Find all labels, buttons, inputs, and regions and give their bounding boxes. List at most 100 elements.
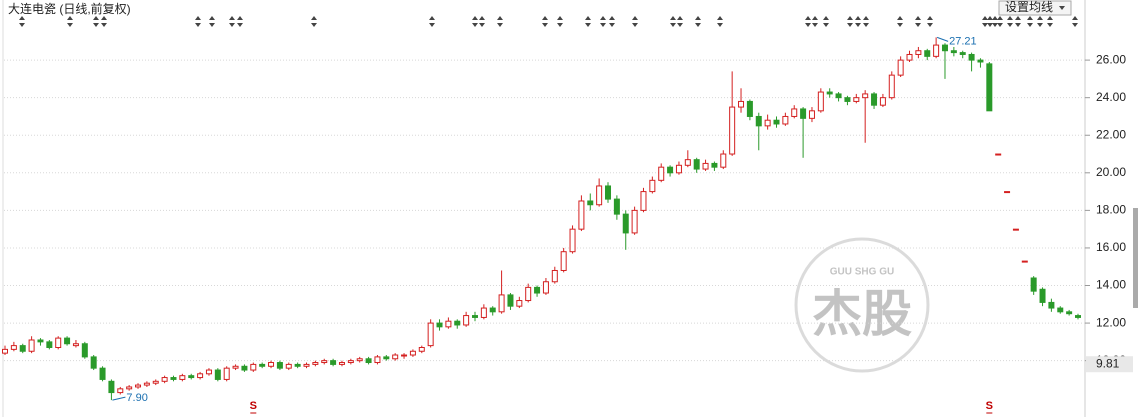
candle-body	[463, 315, 470, 326]
candle-body	[454, 320, 461, 326]
candle-body	[179, 375, 186, 380]
candle-body	[108, 380, 115, 394]
event-icon	[812, 16, 818, 27]
candle-body	[959, 52, 966, 55]
candle-body	[37, 339, 44, 343]
watermark-text: GUU SHG GU	[830, 267, 894, 278]
event-icon	[209, 16, 215, 27]
event-icon	[1037, 16, 1043, 27]
candle-body	[613, 198, 620, 215]
candle-body	[817, 91, 824, 112]
candle-body	[383, 356, 390, 360]
y-tick-label: 18.00	[1096, 203, 1126, 217]
candle-body	[1012, 228, 1019, 231]
low-label: 7.90	[126, 392, 147, 404]
event-icon	[1047, 16, 1053, 27]
candle-body	[587, 200, 594, 206]
candle-body	[188, 375, 195, 379]
candle-body	[800, 108, 807, 119]
candle-body	[773, 119, 780, 125]
event-icon	[557, 16, 563, 27]
candle-body	[90, 356, 97, 369]
scrollbar[interactable]	[1133, 208, 1138, 308]
candle-body	[693, 159, 700, 170]
candle-body	[746, 100, 753, 117]
candle-body	[28, 339, 35, 352]
button-frame[interactable]	[998, 0, 1072, 16]
candle-body	[702, 162, 709, 170]
candle-body	[1066, 311, 1073, 315]
candle-body	[622, 213, 629, 234]
candle-body	[933, 44, 940, 57]
candle-body	[897, 59, 904, 76]
candle-body	[471, 315, 478, 318]
signal-marker: S	[986, 400, 993, 412]
candle-body	[507, 294, 514, 307]
event-icon	[847, 16, 853, 27]
candle-body	[197, 373, 204, 379]
candle-body	[782, 115, 789, 125]
event-icon	[992, 16, 998, 27]
candle-body	[374, 356, 381, 364]
event-icon	[987, 16, 993, 27]
candle-body	[330, 360, 337, 365]
candle-body	[143, 382, 150, 386]
candle-body	[135, 384, 142, 388]
candle-body	[117, 388, 124, 394]
price-tag-box	[1086, 356, 1133, 373]
candle-body	[569, 228, 576, 253]
candle-body	[915, 50, 922, 55]
candle-body	[764, 119, 771, 127]
event-icon	[855, 16, 861, 27]
event-icon	[915, 16, 921, 27]
candle-body	[1057, 307, 1064, 313]
y-tick-label: 14.00	[1096, 278, 1126, 292]
candle-body	[365, 358, 372, 364]
candle-body	[826, 91, 833, 95]
candle-body	[498, 294, 505, 313]
candle-body	[436, 322, 443, 328]
candle-body	[10, 345, 17, 350]
candle-body	[791, 108, 798, 117]
high-label: 27.21	[949, 35, 977, 47]
candle-body	[534, 286, 541, 294]
event-icon	[229, 16, 235, 27]
candle-body	[418, 347, 425, 352]
candle-body	[1030, 277, 1037, 292]
candle-body	[844, 97, 851, 102]
candle-body	[1075, 315, 1081, 318]
event-icon	[717, 16, 723, 27]
event-icon	[1027, 16, 1033, 27]
candle-body	[1004, 191, 1011, 194]
candle-body	[1039, 288, 1046, 303]
event-icon	[479, 16, 485, 27]
event-icon	[19, 16, 25, 27]
candle-body	[126, 386, 133, 390]
event-icon	[600, 16, 606, 27]
ma-button[interactable]: 设置均线	[998, 0, 1072, 16]
candle-body	[560, 251, 567, 271]
candle-body	[871, 93, 878, 106]
button-label[interactable]: 设置均线	[1005, 0, 1053, 14]
event-icon	[632, 16, 638, 27]
candle-body	[605, 185, 612, 200]
signal-marker: S	[250, 400, 257, 412]
candle-body	[879, 97, 886, 106]
y-tick-label: 22.00	[1096, 127, 1126, 141]
candle-body	[658, 166, 665, 181]
candle-body	[675, 164, 682, 174]
candle-body	[223, 367, 230, 380]
candle-body	[862, 93, 869, 99]
candle-body	[906, 53, 913, 61]
chart-title: 大连电瓷 (日线,前复权)	[8, 1, 131, 16]
event-icon	[1007, 16, 1013, 27]
candle-body	[338, 362, 345, 365]
button-arrow[interactable]	[1059, 6, 1065, 10]
event-icon	[677, 16, 683, 27]
event-icon	[927, 16, 933, 27]
event-icon	[997, 16, 1003, 27]
candle-body	[232, 365, 239, 369]
candle-body	[392, 354, 399, 360]
candle-body	[2, 348, 8, 354]
candle-body	[578, 200, 585, 230]
